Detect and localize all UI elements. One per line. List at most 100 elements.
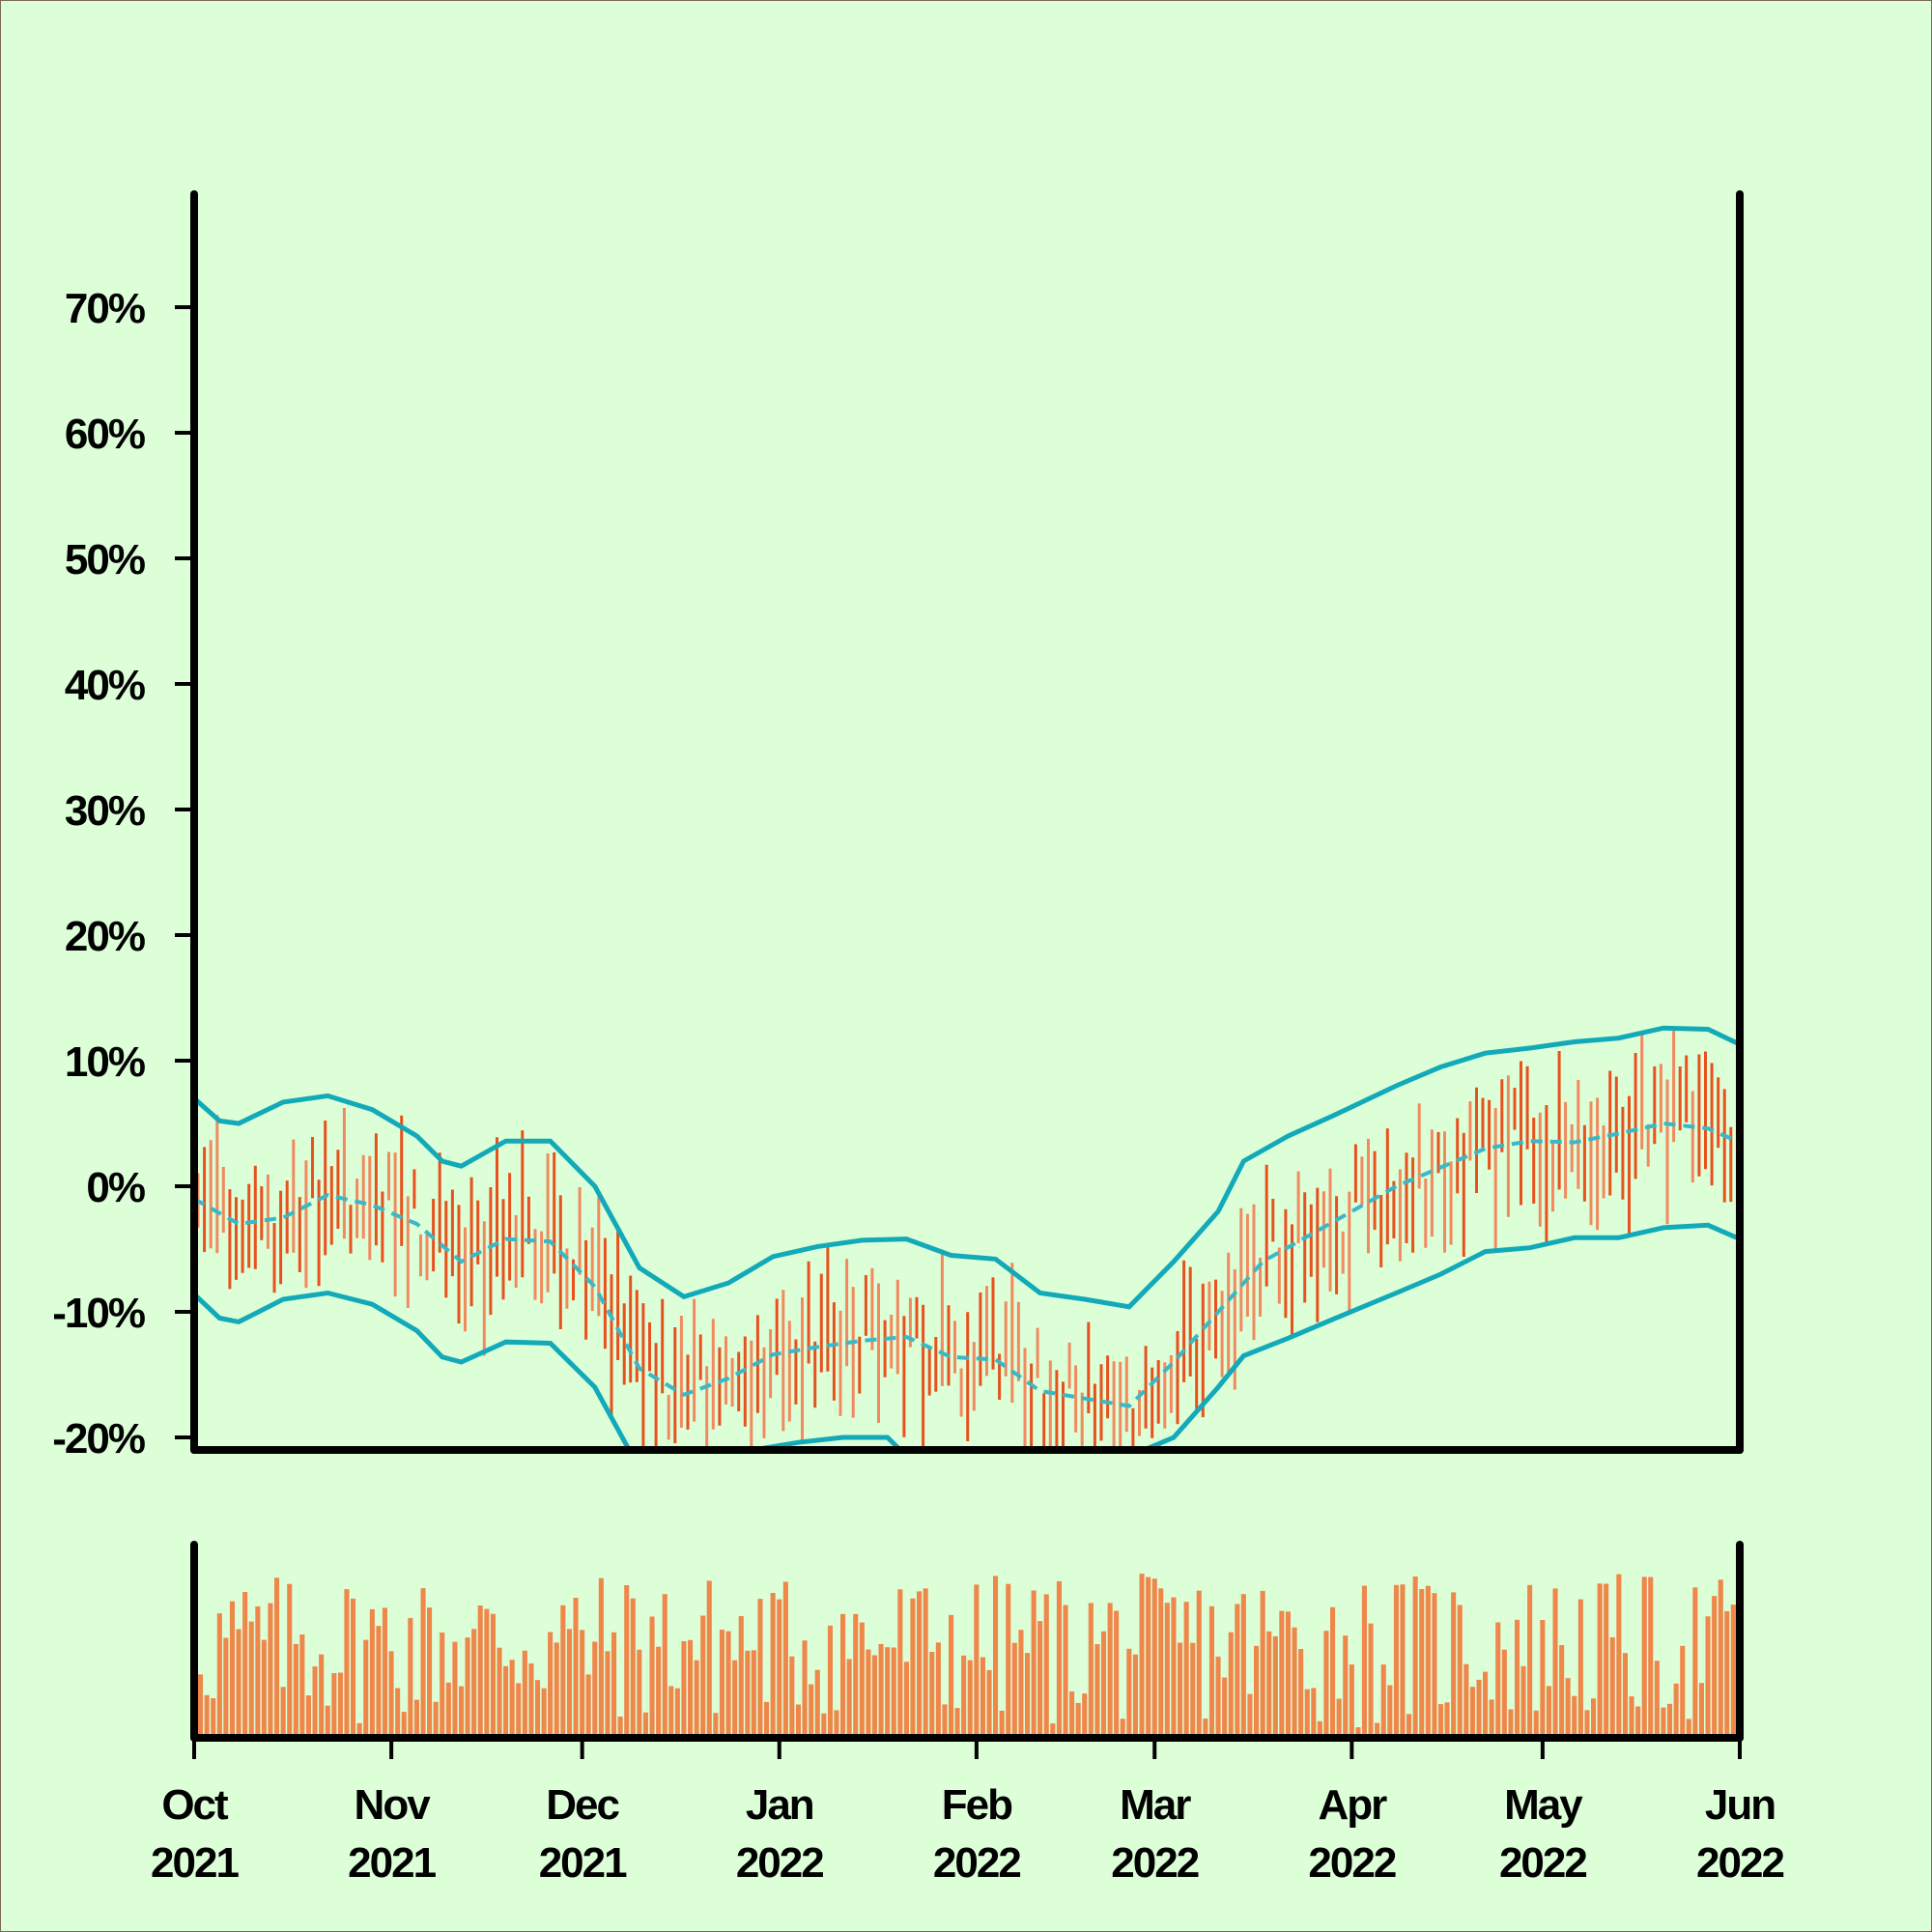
volume-panel: Oct 2021 Nov 2021 Dec 2021 Jan 2022 Feb 2022 Mar 20… [151, 1541, 1785, 1887]
volume-bar [1343, 1635, 1349, 1738]
volume-bar [1228, 1632, 1234, 1738]
volume-bar [541, 1688, 547, 1738]
volume-bar [1146, 1577, 1151, 1738]
volume-bar [1648, 1577, 1654, 1738]
volume-bar [585, 1674, 591, 1738]
volume-bar [1698, 1683, 1704, 1738]
volume-bar [516, 1683, 522, 1738]
volume-bar [1375, 1722, 1380, 1738]
volume-bar [395, 1688, 401, 1738]
volume-bar [1692, 1587, 1698, 1738]
volume-bar [1368, 1623, 1374, 1738]
volume-bar [356, 1722, 362, 1738]
volume-bar [503, 1665, 509, 1738]
x-axis-ticks: Oct 2021 Nov 2021 Dec 2021 Jan 2022 Feb 2022 Mar 20… [151, 1738, 1785, 1887]
volume-bar [319, 1654, 325, 1738]
volume-bar [1463, 1663, 1469, 1738]
volume-bar [287, 1583, 293, 1738]
volume-bar [1412, 1576, 1418, 1738]
volume-bar [1088, 1603, 1094, 1738]
volume-bar [866, 1649, 871, 1738]
volume-bar [236, 1629, 242, 1738]
y-tick-label: -20% [52, 1415, 145, 1463]
volume-bar [649, 1616, 655, 1738]
volume-bar [1457, 1605, 1463, 1738]
volume-bar [413, 1699, 419, 1738]
volume-bar [1349, 1664, 1354, 1738]
volume-bar [1317, 1720, 1322, 1738]
volume-bar [624, 1585, 630, 1738]
volume-bar [1393, 1584, 1399, 1738]
volume-bar [528, 1663, 534, 1738]
volume-bar [1222, 1677, 1228, 1738]
volume-bar [229, 1601, 235, 1738]
volume-bar [954, 1708, 960, 1738]
volume-bar [885, 1647, 891, 1738]
volume-bar [1559, 1645, 1565, 1738]
volume-bar [853, 1613, 859, 1738]
volume-bar [592, 1641, 598, 1738]
x-tick-label: Apr [1318, 1781, 1387, 1829]
volume-bar [1203, 1719, 1208, 1738]
volume-bar [1266, 1631, 1272, 1738]
volume-bar [814, 1669, 820, 1738]
x-tick-label: 2022 [933, 1839, 1020, 1887]
volume-bar [1604, 1583, 1609, 1738]
volume-bar [554, 1642, 559, 1738]
volume-bar [1469, 1687, 1475, 1738]
volume-bar [706, 1580, 712, 1738]
volume-bar [795, 1704, 801, 1738]
volume-bar [630, 1598, 636, 1738]
x-tick-label: 2021 [151, 1839, 239, 1887]
volume-bar [1661, 1707, 1666, 1738]
volume-bar [777, 1599, 782, 1738]
volume-bar [299, 1634, 305, 1738]
volume-bar [1489, 1699, 1494, 1738]
volume-bar [1031, 1590, 1037, 1738]
volume-bar [1520, 1665, 1526, 1738]
volume-bar [668, 1686, 674, 1738]
volume-bar [827, 1625, 833, 1738]
volume-bar [656, 1646, 662, 1738]
volume-bar [1056, 1580, 1062, 1738]
volume-bar [1400, 1584, 1406, 1738]
volume-bar [681, 1641, 687, 1738]
volume-bar [452, 1641, 458, 1738]
volume-bar [605, 1651, 611, 1738]
volume-bar [433, 1701, 439, 1738]
volume-bar [1577, 1599, 1583, 1738]
volume-bar [764, 1701, 770, 1738]
volume-bar [1432, 1593, 1437, 1738]
volume-bar [1120, 1719, 1125, 1738]
volume-bar [688, 1639, 694, 1738]
volume-bar [878, 1643, 884, 1738]
volume-bar [834, 1710, 839, 1738]
volume-bar [1572, 1695, 1577, 1738]
x-tick-label: 2022 [736, 1839, 823, 1887]
volume-bar [1050, 1723, 1056, 1738]
volume-bar [891, 1647, 896, 1738]
x-tick-label: 2021 [348, 1839, 436, 1887]
x-tick-label: Feb [942, 1781, 1012, 1829]
volume-bar [497, 1647, 502, 1738]
volume-bar [1043, 1594, 1049, 1738]
volume-bar [401, 1712, 407, 1738]
volume-bar [223, 1637, 229, 1738]
x-tick-label: Nov [355, 1781, 432, 1829]
volume-bar [477, 1605, 483, 1738]
y-axis-ticks: -20% -10% 0% 10% 20% 30% 40% 50% 60% 70% [52, 285, 194, 1463]
volume-bar [325, 1705, 330, 1738]
volume-bar [548, 1632, 554, 1738]
volume-bar [1565, 1678, 1571, 1738]
volume-bar [1208, 1605, 1214, 1738]
volume-bar [1718, 1579, 1723, 1738]
volume-bar [1584, 1710, 1590, 1738]
volume-bar [949, 1614, 954, 1738]
volume-bar [1380, 1664, 1386, 1738]
volume-bar [903, 1662, 909, 1738]
volume-bar [617, 1717, 623, 1738]
volume-bar [1330, 1606, 1336, 1738]
panel-cover [1, 1454, 1931, 1537]
volume-bar [967, 1660, 973, 1738]
volume-bar [897, 1589, 903, 1738]
